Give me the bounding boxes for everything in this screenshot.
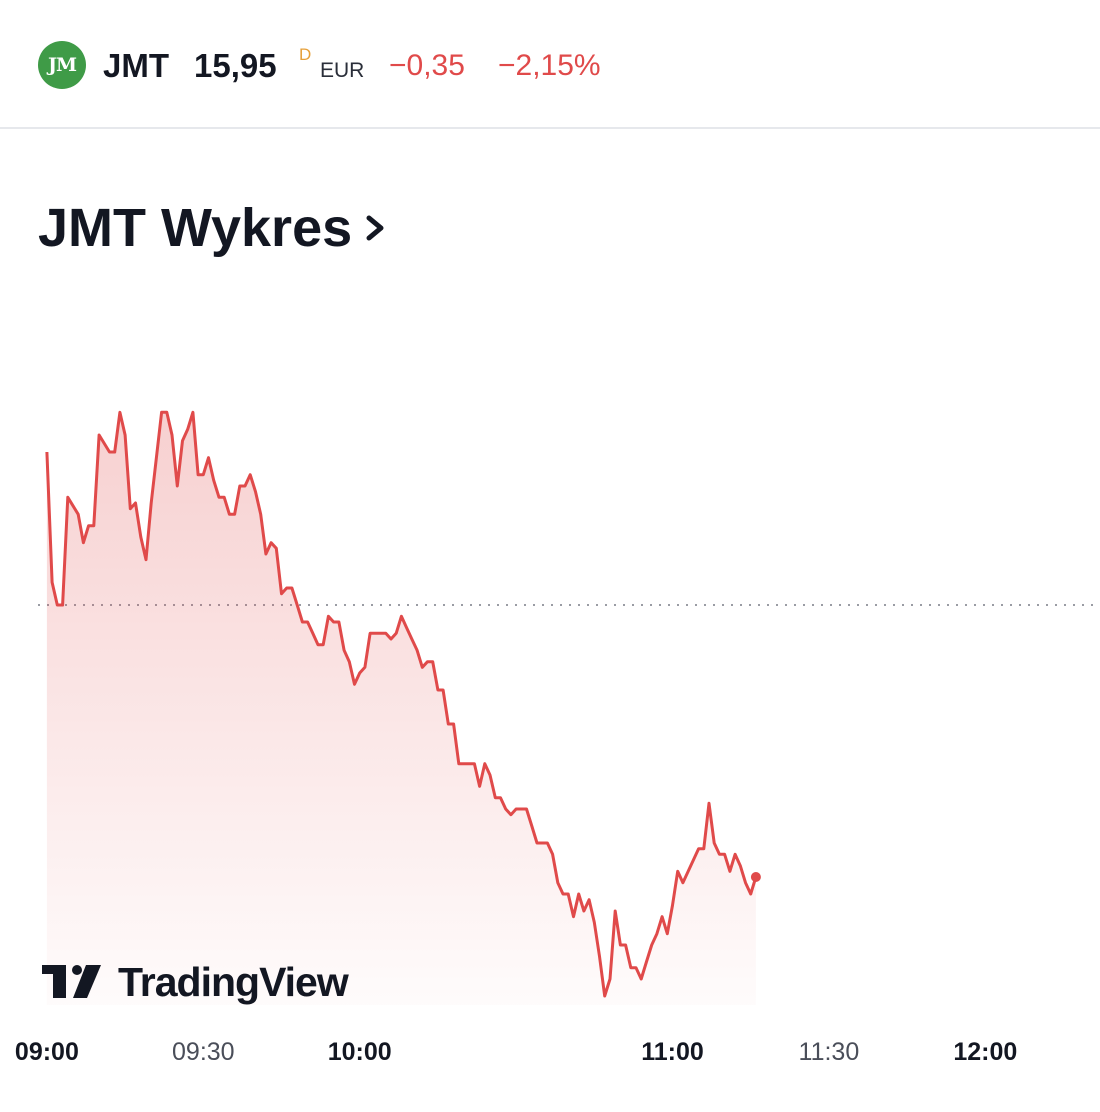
x-tick-label: 11:00 [641,1038,704,1066]
x-tick-label: 11:30 [798,1038,860,1066]
tradingview-watermark[interactable]: TradingView [42,958,349,1006]
price-area [46,412,756,1005]
tradingview-wordmark: TradingView [118,959,349,1005]
last-price-marker [750,872,761,882]
ticker-symbol: JMT [103,47,169,84]
company-logo: JM [38,41,86,89]
chart-title: JMT Wykres [38,198,353,258]
quote-header: JM JMT 15,95 D EUR −0,35 −2,15% [0,0,1100,129]
price-change-percent: −2,15% [498,49,601,82]
delayed-flag: D [299,45,312,64]
price-line [45,410,758,998]
company-logo-text: JM [47,54,77,76]
price-change-absolute: −0,35 [389,49,465,82]
x-tick-label: 10:00 [327,1038,392,1066]
x-tick-label: 09:00 [14,1038,79,1066]
chevron-right-icon [366,215,384,241]
price-chart[interactable] [0,300,1100,1030]
tradingview-logo-icon [42,965,101,998]
chart-title-link[interactable]: JMT Wykres [38,196,390,260]
x-tick-label: 09:30 [172,1038,235,1066]
last-price: 15,95 [194,47,277,84]
currency-label: EUR [320,59,365,82]
x-tick-label: 12:00 [953,1038,1018,1066]
